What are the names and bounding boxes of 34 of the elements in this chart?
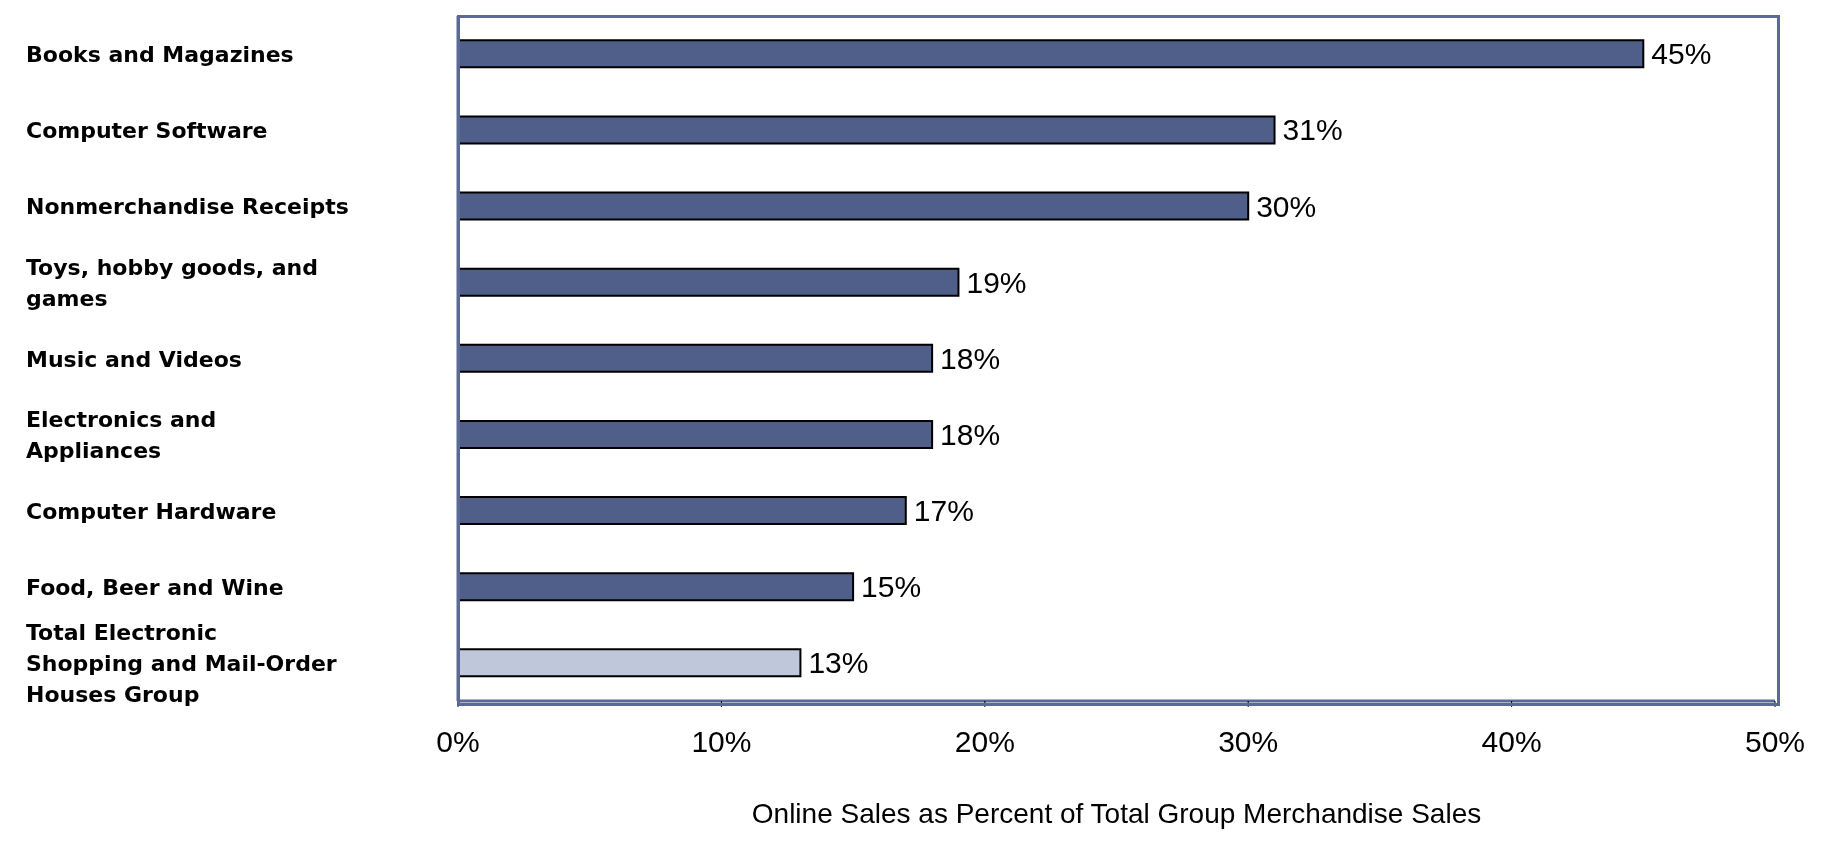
y-tick-label: Books and Magazines xyxy=(26,41,294,67)
y-tick-label: Computer Hardware xyxy=(26,498,277,524)
x-tick-label: 20% xyxy=(954,725,1015,759)
y-tick-label: Nonmerchandise Receipts xyxy=(26,193,349,219)
x-tick-label: 40% xyxy=(1481,725,1542,759)
bar xyxy=(458,191,1250,221)
y-tick-label: Music and Videos xyxy=(26,346,242,371)
bar xyxy=(458,115,1276,145)
x-tick-label: 10% xyxy=(691,725,752,759)
bar xyxy=(458,419,934,449)
y-tick-label: Computer Software xyxy=(26,117,268,143)
y-tick-label: Toys, hobby goods, and games xyxy=(26,254,319,311)
y-tick-label: Food, Beer and Wine xyxy=(26,574,284,600)
bar xyxy=(458,343,934,373)
x-tick-label: 50% xyxy=(1744,725,1806,759)
bar xyxy=(458,39,1645,69)
data-label: 18% xyxy=(940,417,1001,451)
data-label: 13% xyxy=(808,646,869,680)
data-label: 17% xyxy=(913,494,974,528)
x-tick-label: 30% xyxy=(1218,725,1279,759)
data-label: 31% xyxy=(1282,113,1343,147)
x-axis-title: Online Sales as Percent of Total Group Merchandise Sales xyxy=(751,798,1482,829)
data-label: 18% xyxy=(940,341,1001,375)
bar xyxy=(458,648,802,678)
y-tick-label: Total Electronic Shopping and Mail-Order Houses Group xyxy=(26,619,337,707)
bar xyxy=(458,267,960,297)
bar xyxy=(458,496,907,526)
data-label: 19% xyxy=(966,265,1027,299)
bar xyxy=(458,572,855,602)
data-label: 30% xyxy=(1256,189,1317,223)
y-tick-label: Electronics and Appliances xyxy=(26,406,217,463)
data-label: 15% xyxy=(861,570,922,604)
x-tick-label: 0% xyxy=(436,725,480,759)
data-label: 45% xyxy=(1651,37,1712,71)
